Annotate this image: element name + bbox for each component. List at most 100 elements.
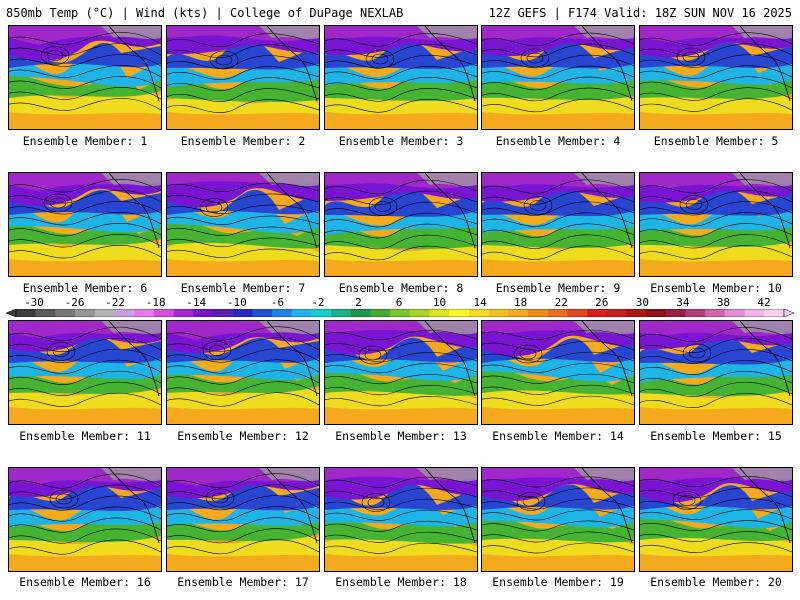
colorbar-swatch: [764, 309, 785, 317]
ensemble-map-8: [324, 172, 478, 277]
colorbar-swatch: [449, 309, 470, 317]
temperature-field-map: [482, 26, 634, 129]
ensemble-member-label: Ensemble Member: 19: [492, 575, 624, 589]
colorbar-tick-label: -18: [145, 296, 166, 309]
ensemble-map-18: [324, 467, 478, 572]
ensemble-member-label: Ensemble Member: 6: [22, 281, 148, 295]
header-title-right: 12Z GEFS | F174 Valid: 18Z SUN NOV 16 20…: [488, 6, 792, 20]
ensemble-map-17: [166, 467, 320, 572]
ensemble-map-14: [481, 320, 635, 425]
ensemble-map-20: [639, 467, 793, 572]
ensemble-map-3: [324, 25, 478, 130]
colorbar-swatch: [429, 309, 450, 317]
colorbar-swatch: [547, 309, 568, 317]
colorbar-swatch: [567, 309, 588, 317]
ensemble-map-1: [8, 25, 162, 130]
colorbar-tick-label: 42: [757, 296, 771, 309]
temperature-field-map: [325, 173, 477, 276]
temperature-field-map: [325, 468, 477, 571]
temperature-field-map: [9, 321, 161, 424]
colorbar-swatch: [705, 309, 726, 317]
colorbar-tick-label: 38: [716, 296, 731, 309]
temperature-field-map: [9, 173, 161, 276]
colorbar-left-arrow: [6, 309, 17, 317]
colorbar-swatch: [75, 309, 96, 317]
colorbar-swatch: [724, 309, 745, 317]
colorbar-tick-label: 34: [676, 296, 690, 309]
ensemble-member-label: Ensemble Member: 9: [495, 281, 621, 295]
colorbar-labels: -30 -26 -22 -18 -14 -10 -6 -2 2 6 10 14 18 22 26 30 34 38…: [0, 297, 800, 309]
temperature-field-map: [167, 173, 319, 276]
ensemble-member-label: Ensemble Member: 12: [177, 429, 309, 443]
colorbar-tick-label: 26: [595, 296, 609, 309]
colorbar-tick-label: 30: [635, 296, 649, 309]
ensemble-map-4: [481, 25, 635, 130]
colorbar-swatch: [134, 309, 155, 317]
temperature-field-map: [640, 173, 792, 276]
colorbar-swatch: [153, 309, 174, 317]
ensemble-map-13: [324, 320, 478, 425]
colorbar-swatch: [587, 309, 608, 317]
ensemble-map-16: [8, 467, 162, 572]
ensemble-member-label: Ensemble Member: 15: [650, 429, 782, 443]
colorbar-tick-label: -22: [105, 296, 126, 309]
colorbar-swatch: [528, 309, 548, 317]
colorbar-swatch: [311, 309, 332, 317]
colorbar-swatch: [55, 309, 76, 317]
colorbar-tick-label: -10: [226, 296, 247, 309]
ensemble-member-label: Ensemble Member: 4: [495, 134, 621, 148]
ensemble-member-label: Ensemble Member: 18: [335, 575, 467, 589]
ensemble-map-5: [639, 25, 793, 130]
colorbar-swatch: [468, 309, 489, 317]
ensemble-map-9: [481, 172, 635, 277]
temperature-field-map: [9, 26, 161, 129]
colorbar-tick-label: 2: [355, 296, 362, 309]
colorbar-right-arrow: [783, 309, 794, 317]
ensemble-member-label: Ensemble Member: 7: [180, 281, 306, 295]
temperature-field-map: [9, 468, 161, 571]
ensemble-map-12: [166, 320, 320, 425]
ensemble-map-11: [8, 320, 162, 425]
colorbar-swatch: [331, 309, 352, 317]
ensemble-member-label: Ensemble Member: 13: [335, 429, 467, 443]
ensemble-member-label: Ensemble Member: 11: [19, 429, 151, 443]
colorbar-swatch: [193, 309, 214, 317]
temperature-field-map: [482, 173, 634, 276]
ensemble-member-label: Ensemble Member: 3: [338, 134, 464, 148]
temperature-field-map: [640, 26, 792, 129]
colorbar-swatch: [744, 309, 765, 317]
colorbar-swatch: [685, 309, 706, 317]
ensemble-map-19: [481, 467, 635, 572]
colorbar-swatch: [626, 309, 647, 317]
colorbar-swatch: [370, 309, 391, 317]
colorbar-tick-label: 22: [554, 296, 568, 309]
ensemble-map-6: [8, 172, 162, 277]
temperature-field-map: [325, 26, 477, 129]
colorbar-tick-label: -2: [311, 296, 325, 309]
colorbar-tick-label: 14: [473, 296, 487, 309]
colorbar-tick-label: -30: [24, 296, 44, 309]
ensemble-member-label: Ensemble Member: 14: [492, 429, 624, 443]
colorbar-swatch: [16, 309, 36, 317]
temperature-field-map: [325, 321, 477, 424]
temperature-colorbar: [6, 309, 794, 317]
colorbar-swatch: [35, 309, 56, 317]
colorbar-swatch: [409, 309, 430, 317]
colorbar-tick-label: 6: [395, 296, 403, 309]
colorbar-tick-label: -26: [64, 296, 85, 309]
colorbar-tick-label: 10: [432, 296, 447, 309]
colorbar-swatch: [508, 309, 529, 317]
colorbar-swatch: [291, 309, 312, 317]
temperature-field-map: [167, 468, 319, 571]
ensemble-member-label: Ensemble Member: 2: [180, 134, 306, 148]
colorbar-swatch: [252, 309, 273, 317]
ensemble-map-15: [639, 320, 793, 425]
ensemble-member-label: Ensemble Member: 1: [22, 134, 148, 148]
temperature-field-map: [640, 468, 792, 571]
ensemble-member-label: Ensemble Member: 10: [650, 281, 782, 295]
colorbar-swatch: [212, 309, 233, 317]
colorbar-swatch: [390, 309, 411, 317]
ensemble-member-label: Ensemble Member: 5: [653, 134, 779, 148]
colorbar-swatch: [488, 309, 509, 317]
ensemble-member-label: Ensemble Member: 16: [19, 575, 151, 589]
